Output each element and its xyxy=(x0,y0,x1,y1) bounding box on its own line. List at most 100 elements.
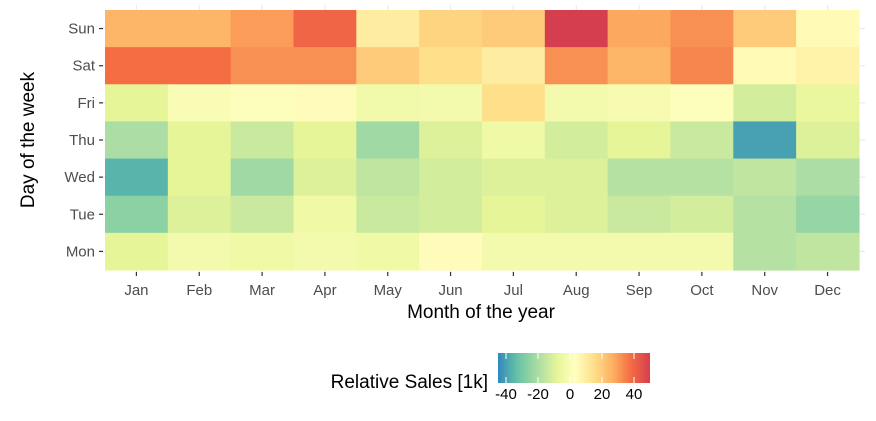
heatmap-cell-thu-mar xyxy=(230,121,295,160)
heatmap-cell-mon-mar xyxy=(230,232,295,271)
heatmap-cell-tue-sep xyxy=(607,195,672,234)
heatmap-cell-wed-may xyxy=(356,158,420,197)
heatmap-cell-sat-aug xyxy=(544,47,609,85)
heatmap-cell-tue-oct xyxy=(670,195,734,234)
heatmap-cell-mon-dec xyxy=(796,232,860,271)
heatmap-cell-sun-dec xyxy=(796,10,860,48)
heatmap-cell-sun-may xyxy=(356,10,420,48)
heatmap-cell-sun-feb xyxy=(167,10,232,48)
heatmap-cell-mon-apr xyxy=(293,232,357,271)
heatmap-cell-fri-aug xyxy=(544,84,609,123)
heatmap-cell-sat-nov xyxy=(733,47,797,85)
heatmap-cell-thu-oct xyxy=(670,121,734,160)
heatmap-cell-wed-dec xyxy=(796,158,860,197)
x-tick-label: Jul xyxy=(504,282,523,299)
heatmap-cell-fri-dec xyxy=(796,84,860,123)
heatmap-cell-sun-jul xyxy=(481,10,546,48)
heatmap-cell-tue-may xyxy=(356,195,420,234)
heatmap-cell-fri-may xyxy=(356,84,420,123)
heatmap-cell-thu-dec xyxy=(796,121,860,160)
heatmap-cell-sun-mar xyxy=(230,10,295,48)
heatmap-cell-sun-jan xyxy=(105,10,169,48)
heatmap-cell-tue-jan xyxy=(105,195,169,234)
x-tick-label: Feb xyxy=(186,282,212,299)
heatmap-cell-sat-apr xyxy=(293,47,357,85)
heatmap-cell-wed-sep xyxy=(607,158,672,197)
heatmap-cell-thu-may xyxy=(356,121,420,160)
heatmap-cell-thu-jun xyxy=(419,121,483,160)
heatmap-cell-thu-jan xyxy=(105,121,169,160)
legend-tick-label: 40 xyxy=(626,386,643,403)
legend-ticks: -40 -20 0 20 40 xyxy=(495,353,642,403)
y-tick-label: Thu xyxy=(69,132,95,149)
legend-tick-label: 20 xyxy=(594,386,611,403)
heatmap-cell-sat-jan xyxy=(105,47,169,85)
heatmap-cell-fri-jan xyxy=(105,84,169,123)
heatmap-cell-mon-jan xyxy=(105,232,169,271)
heatmap-cell-thu-nov xyxy=(733,121,797,160)
heatmap-cell-mon-feb xyxy=(167,232,232,271)
heatmap-cell-tue-aug xyxy=(544,195,609,234)
x-tick-label: Apr xyxy=(313,282,336,299)
heatmap-cell-mon-jul xyxy=(481,232,546,271)
heatmap-cell-tue-dec xyxy=(796,195,860,234)
y-tick-label: Mon xyxy=(66,243,95,260)
heatmap-cell-sun-apr xyxy=(293,10,357,48)
heatmap-cell-sat-jun xyxy=(419,47,483,85)
heatmap-cell-sat-mar xyxy=(230,47,295,85)
x-tick-label: Jun xyxy=(438,282,462,299)
heatmap-cell-sun-jun xyxy=(419,10,483,48)
heatmap-cell-fri-nov xyxy=(733,84,797,123)
heatmap-cell-wed-apr xyxy=(293,158,357,197)
heatmap-cell-thu-aug xyxy=(544,121,609,160)
heatmap-cell-mon-nov xyxy=(733,232,797,271)
x-axis-title: Month of the year xyxy=(407,302,556,323)
heatmap-cell-tue-jul xyxy=(481,195,546,234)
heatmap-cell-sun-oct xyxy=(670,10,734,48)
heatmap-cell-fri-mar xyxy=(230,84,295,123)
heatmap-cell-wed-jul xyxy=(481,158,546,197)
heatmap-cell-fri-feb xyxy=(167,84,232,123)
y-tick-label: Tue xyxy=(70,206,95,223)
legend: Relative Sales [1k] -40 -20 0 20 40 xyxy=(331,353,650,403)
heatmap-cell-fri-jun xyxy=(419,84,483,123)
heatmap-cell-sun-nov xyxy=(733,10,797,48)
heatmap-cell-wed-feb xyxy=(167,158,232,197)
heatmap-cell-thu-feb xyxy=(167,121,232,160)
heatmap-cell-sat-may xyxy=(356,47,420,85)
heatmap-cell-mon-oct xyxy=(670,232,734,271)
legend-tick-label: 0 xyxy=(566,386,574,403)
legend-colorbar xyxy=(498,353,650,383)
legend-title: Relative Sales [1k] xyxy=(331,372,488,393)
heatmap-cell-wed-jan xyxy=(105,158,169,197)
y-axis: Sun Sat Fri Thu Wed Tue Mon xyxy=(64,21,103,260)
x-tick-label: Sep xyxy=(626,282,653,299)
heatmap-cell-sat-feb xyxy=(167,47,232,85)
heatmap-cell-thu-apr xyxy=(293,121,357,160)
x-tick-label: May xyxy=(374,282,403,299)
heatmap-cell-sat-dec xyxy=(796,47,860,85)
heatmap-cell-tue-mar xyxy=(230,195,295,234)
heatmap-cell-fri-sep xyxy=(607,84,672,123)
x-tick-label: Oct xyxy=(690,282,714,299)
legend-tick-label: -40 xyxy=(495,386,517,403)
heatmap-cell-tue-nov xyxy=(733,195,797,234)
heatmap-cell-mon-may xyxy=(356,232,420,271)
heatmap-cell-wed-mar xyxy=(230,158,295,197)
heatmap-cell-tue-feb xyxy=(167,195,232,234)
heatmap-cell-sat-oct xyxy=(670,47,734,85)
heatmap-cell-mon-jun xyxy=(419,232,483,271)
y-tick-label: Wed xyxy=(64,169,95,186)
heatmap-cell-wed-oct xyxy=(670,158,734,197)
heatmap-tiles xyxy=(105,10,860,271)
heatmap-cell-thu-jul xyxy=(481,121,546,160)
heatmap-cell-sat-sep xyxy=(607,47,672,85)
y-tick-label: Sun xyxy=(68,21,95,38)
heatmap-cell-mon-aug xyxy=(544,232,609,271)
heatmap-cell-sun-aug xyxy=(544,10,609,48)
x-tick-label: Nov xyxy=(751,282,778,299)
x-tick-label: Aug xyxy=(563,282,590,299)
legend-tick-label: -20 xyxy=(527,386,549,403)
heatmap-cell-tue-jun xyxy=(419,195,483,234)
